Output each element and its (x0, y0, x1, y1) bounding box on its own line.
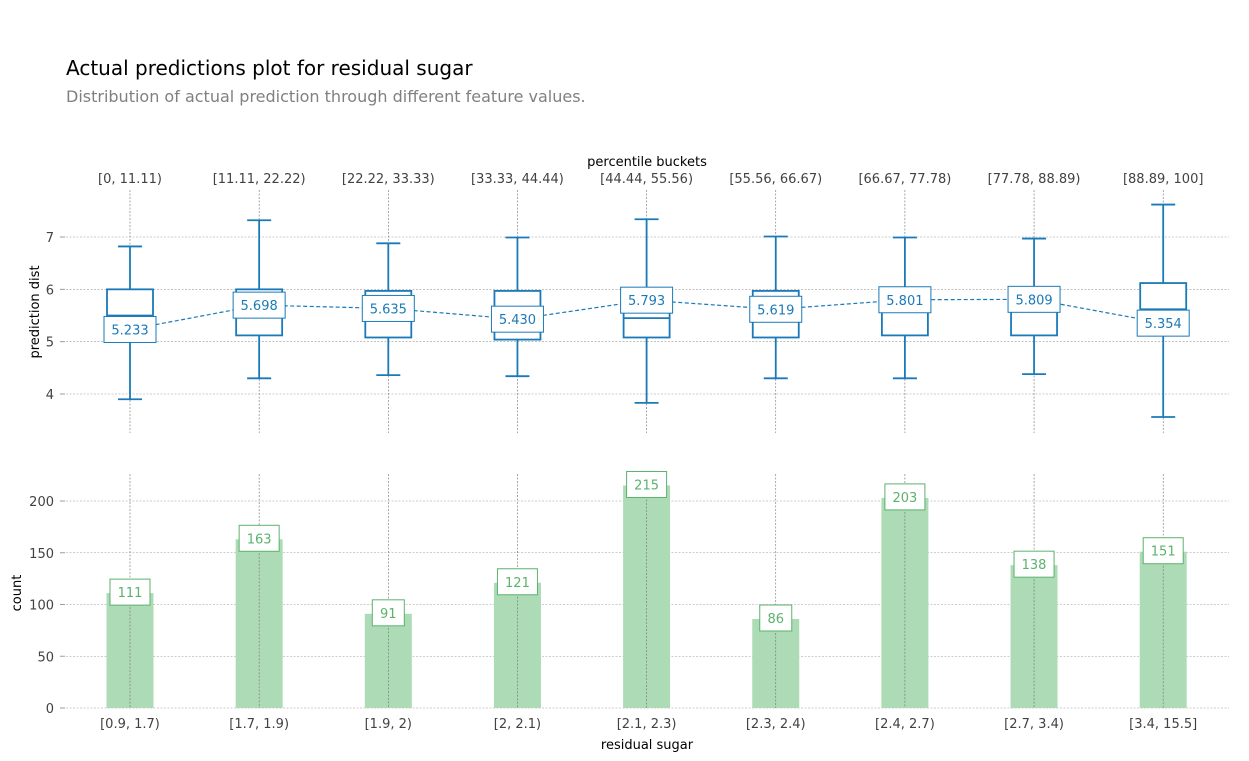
bar-group-6: 86 [2.3, 2.4) (746, 604, 806, 732)
bar-y-tick-label: 150 (29, 547, 54, 562)
count-value-box (1142, 537, 1184, 565)
bar-group-3: 91 [1.9, 2) (365, 599, 412, 732)
mean-value-box (232, 291, 286, 319)
count-value-label: 91 (380, 607, 397, 622)
count-value-box (884, 483, 926, 511)
percentile-bucket-label: [33.33, 44.44) (471, 172, 564, 187)
mean-value-box (490, 305, 544, 333)
box-y-tick-label: 5 (46, 336, 54, 351)
count-value-label: 111 (118, 586, 143, 601)
mean-value-label: 5.698 (241, 299, 278, 314)
box-y-tick-label: 4 (46, 388, 54, 403)
box-1: 5.233 (103, 245, 157, 401)
percentile-bucket-label: [22.22, 33.33) (342, 172, 435, 187)
residual-sugar-bin-label: [0.9, 1.7) (100, 717, 160, 732)
bar-y-tick-label: 200 (29, 495, 54, 510)
percentile-bucket-label: [77.78, 88.89) (988, 172, 1081, 187)
residual-sugar-bin-label: [1.9, 2) (365, 717, 412, 732)
bar-group-4: 121 [2, 2.1) (493, 568, 541, 732)
bar-y-tick-label: 0 (46, 702, 54, 717)
mean-value-label: 5.354 (1145, 317, 1182, 332)
bar-group-9: 151 [3.4, 15.5] (1129, 537, 1197, 732)
count-value-label: 86 (767, 612, 784, 627)
bar-y-tick-label: 100 (29, 599, 54, 614)
mean-value-label: 5.809 (1015, 293, 1052, 308)
bar-y-tick-label: 50 (37, 650, 54, 665)
count-value-box (109, 578, 151, 606)
residual-sugar-bin-label: [2.3, 2.4) (746, 717, 806, 732)
mean-value-label: 5.619 (757, 303, 794, 318)
top-axis-label: percentile buckets (587, 155, 707, 170)
percentile-bucket-label: [55.56, 66.67) (729, 172, 822, 187)
percentile-bucket-label: [0, 11.11) (98, 172, 162, 187)
residual-sugar-bin-label: [2.4, 2.7) (875, 717, 935, 732)
page-title: Actual predictions plot for residual sug… (66, 56, 473, 80)
mean-value-box (1007, 285, 1061, 313)
mean-value-box (749, 295, 803, 323)
box-9: 5.354 (1136, 203, 1190, 418)
count-value-box (626, 470, 668, 498)
page-subtitle: Distribution of actual prediction throug… (66, 87, 586, 106)
mean-value-label: 5.793 (628, 294, 665, 309)
bar-x-axis-label: residual sugar (601, 738, 694, 753)
percentile-bucket-label: [44.44, 55.56) (600, 172, 693, 187)
mean-value-label: 5.801 (886, 294, 923, 309)
percentile-bucket-label: [11.11, 22.22) (213, 172, 306, 187)
bar-group-1: 111 [0.9, 1.7) (100, 578, 160, 732)
mean-value-box (620, 286, 674, 314)
count-value-box (496, 568, 538, 596)
box-y-tick-label: 7 (46, 231, 54, 246)
mean-value-box (878, 286, 932, 314)
count-value-label: 203 (892, 491, 917, 506)
count-value-label: 151 (1151, 545, 1176, 560)
box-7: 5.801 (878, 236, 932, 380)
count-bar (752, 618, 800, 708)
residual-sugar-bin-label: [2.7, 3.4) (1004, 717, 1064, 732)
count-value-label: 138 (1022, 558, 1047, 573)
count-value-box (759, 604, 793, 632)
count-value-label: 121 (505, 576, 530, 591)
count-value-box (1013, 550, 1055, 578)
mean-value-label: 5.430 (499, 313, 536, 328)
box-y-axis-label: prediction dist (28, 265, 43, 358)
residual-sugar-bin-label: [2, 2.1) (494, 717, 541, 732)
mean-value-box (361, 294, 415, 322)
residual-sugar-bin-label: [3.4, 15.5] (1129, 717, 1197, 732)
count-value-box (371, 599, 405, 627)
box-3: 5.635 (361, 242, 415, 377)
bar-group-5: 215 [2.1, 2.3) (617, 470, 677, 732)
mean-value-box (1136, 309, 1190, 337)
bar-group-7: 203 [2.4, 2.7) (875, 483, 935, 732)
bar-group-2: 163 [1.7, 1.9) (229, 524, 289, 732)
count-value-label: 163 (247, 532, 272, 547)
count-bar (493, 582, 541, 708)
box-y-tick-label: 6 (46, 283, 54, 298)
mean-value-label: 5.233 (111, 323, 148, 338)
percentile-bucket-label: [88.89, 100] (1123, 172, 1203, 187)
box-6: 5.619 (749, 235, 803, 380)
count-value-label: 215 (634, 478, 659, 493)
bar-group-8: 138 [2.7, 3.4) (1004, 550, 1064, 732)
count-bar-panel: 0 50 100 150 200 111 [0.9, 1.7) 163 [1.7, 1.9) 91… (10, 470, 1229, 753)
residual-sugar-bin-label: [2.1, 2.3) (617, 717, 677, 732)
count-value-box (238, 524, 280, 552)
mean-value-label: 5.635 (370, 302, 407, 317)
box-plot-panel: 4 5 6 7 percentile buckets [0, 11.11) [11.11, … (28, 155, 1229, 433)
percentile-bucket-label: [66.67, 77.78) (858, 172, 951, 187)
residual-sugar-bin-label: [1.7, 1.9) (229, 717, 289, 732)
box-5: 5.793 (620, 218, 674, 404)
count-bar (623, 485, 671, 708)
box-4: 5.430 (490, 236, 544, 378)
box-2: 5.698 (232, 219, 286, 380)
bar-y-axis-label: count (10, 575, 25, 612)
box-8: 5.809 (1007, 237, 1061, 376)
mean-value-box (103, 315, 157, 343)
